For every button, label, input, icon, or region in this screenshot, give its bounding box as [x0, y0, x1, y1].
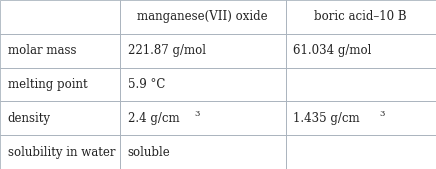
Bar	[0, 34, 120, 68]
Bar	[120, 101, 286, 135]
Text: boric acid–10 B: boric acid–10 B	[314, 10, 407, 23]
Bar	[286, 0, 436, 34]
Text: molar mass: molar mass	[8, 44, 76, 57]
Bar	[0, 0, 120, 34]
Text: manganese(VII) oxide: manganese(VII) oxide	[137, 10, 268, 23]
Text: 5.9 °C: 5.9 °C	[128, 78, 165, 91]
Text: solubility in water: solubility in water	[8, 146, 116, 159]
Text: 221.87 g/mol: 221.87 g/mol	[128, 44, 206, 57]
Bar	[120, 34, 286, 68]
Bar	[286, 135, 436, 169]
Text: 2.4 g/cm: 2.4 g/cm	[128, 112, 179, 125]
Bar	[286, 68, 436, 101]
Bar	[120, 68, 286, 101]
Text: 3: 3	[194, 110, 200, 118]
Text: soluble: soluble	[128, 146, 170, 159]
Text: density: density	[8, 112, 51, 125]
Bar	[0, 135, 120, 169]
Bar	[286, 101, 436, 135]
Text: melting point: melting point	[8, 78, 88, 91]
Text: 1.435 g/cm: 1.435 g/cm	[293, 112, 360, 125]
Bar	[0, 68, 120, 101]
Bar	[0, 101, 120, 135]
Text: 3: 3	[379, 110, 385, 118]
Bar	[120, 135, 286, 169]
Bar	[286, 34, 436, 68]
Text: 61.034 g/mol: 61.034 g/mol	[293, 44, 372, 57]
Bar	[120, 0, 286, 34]
